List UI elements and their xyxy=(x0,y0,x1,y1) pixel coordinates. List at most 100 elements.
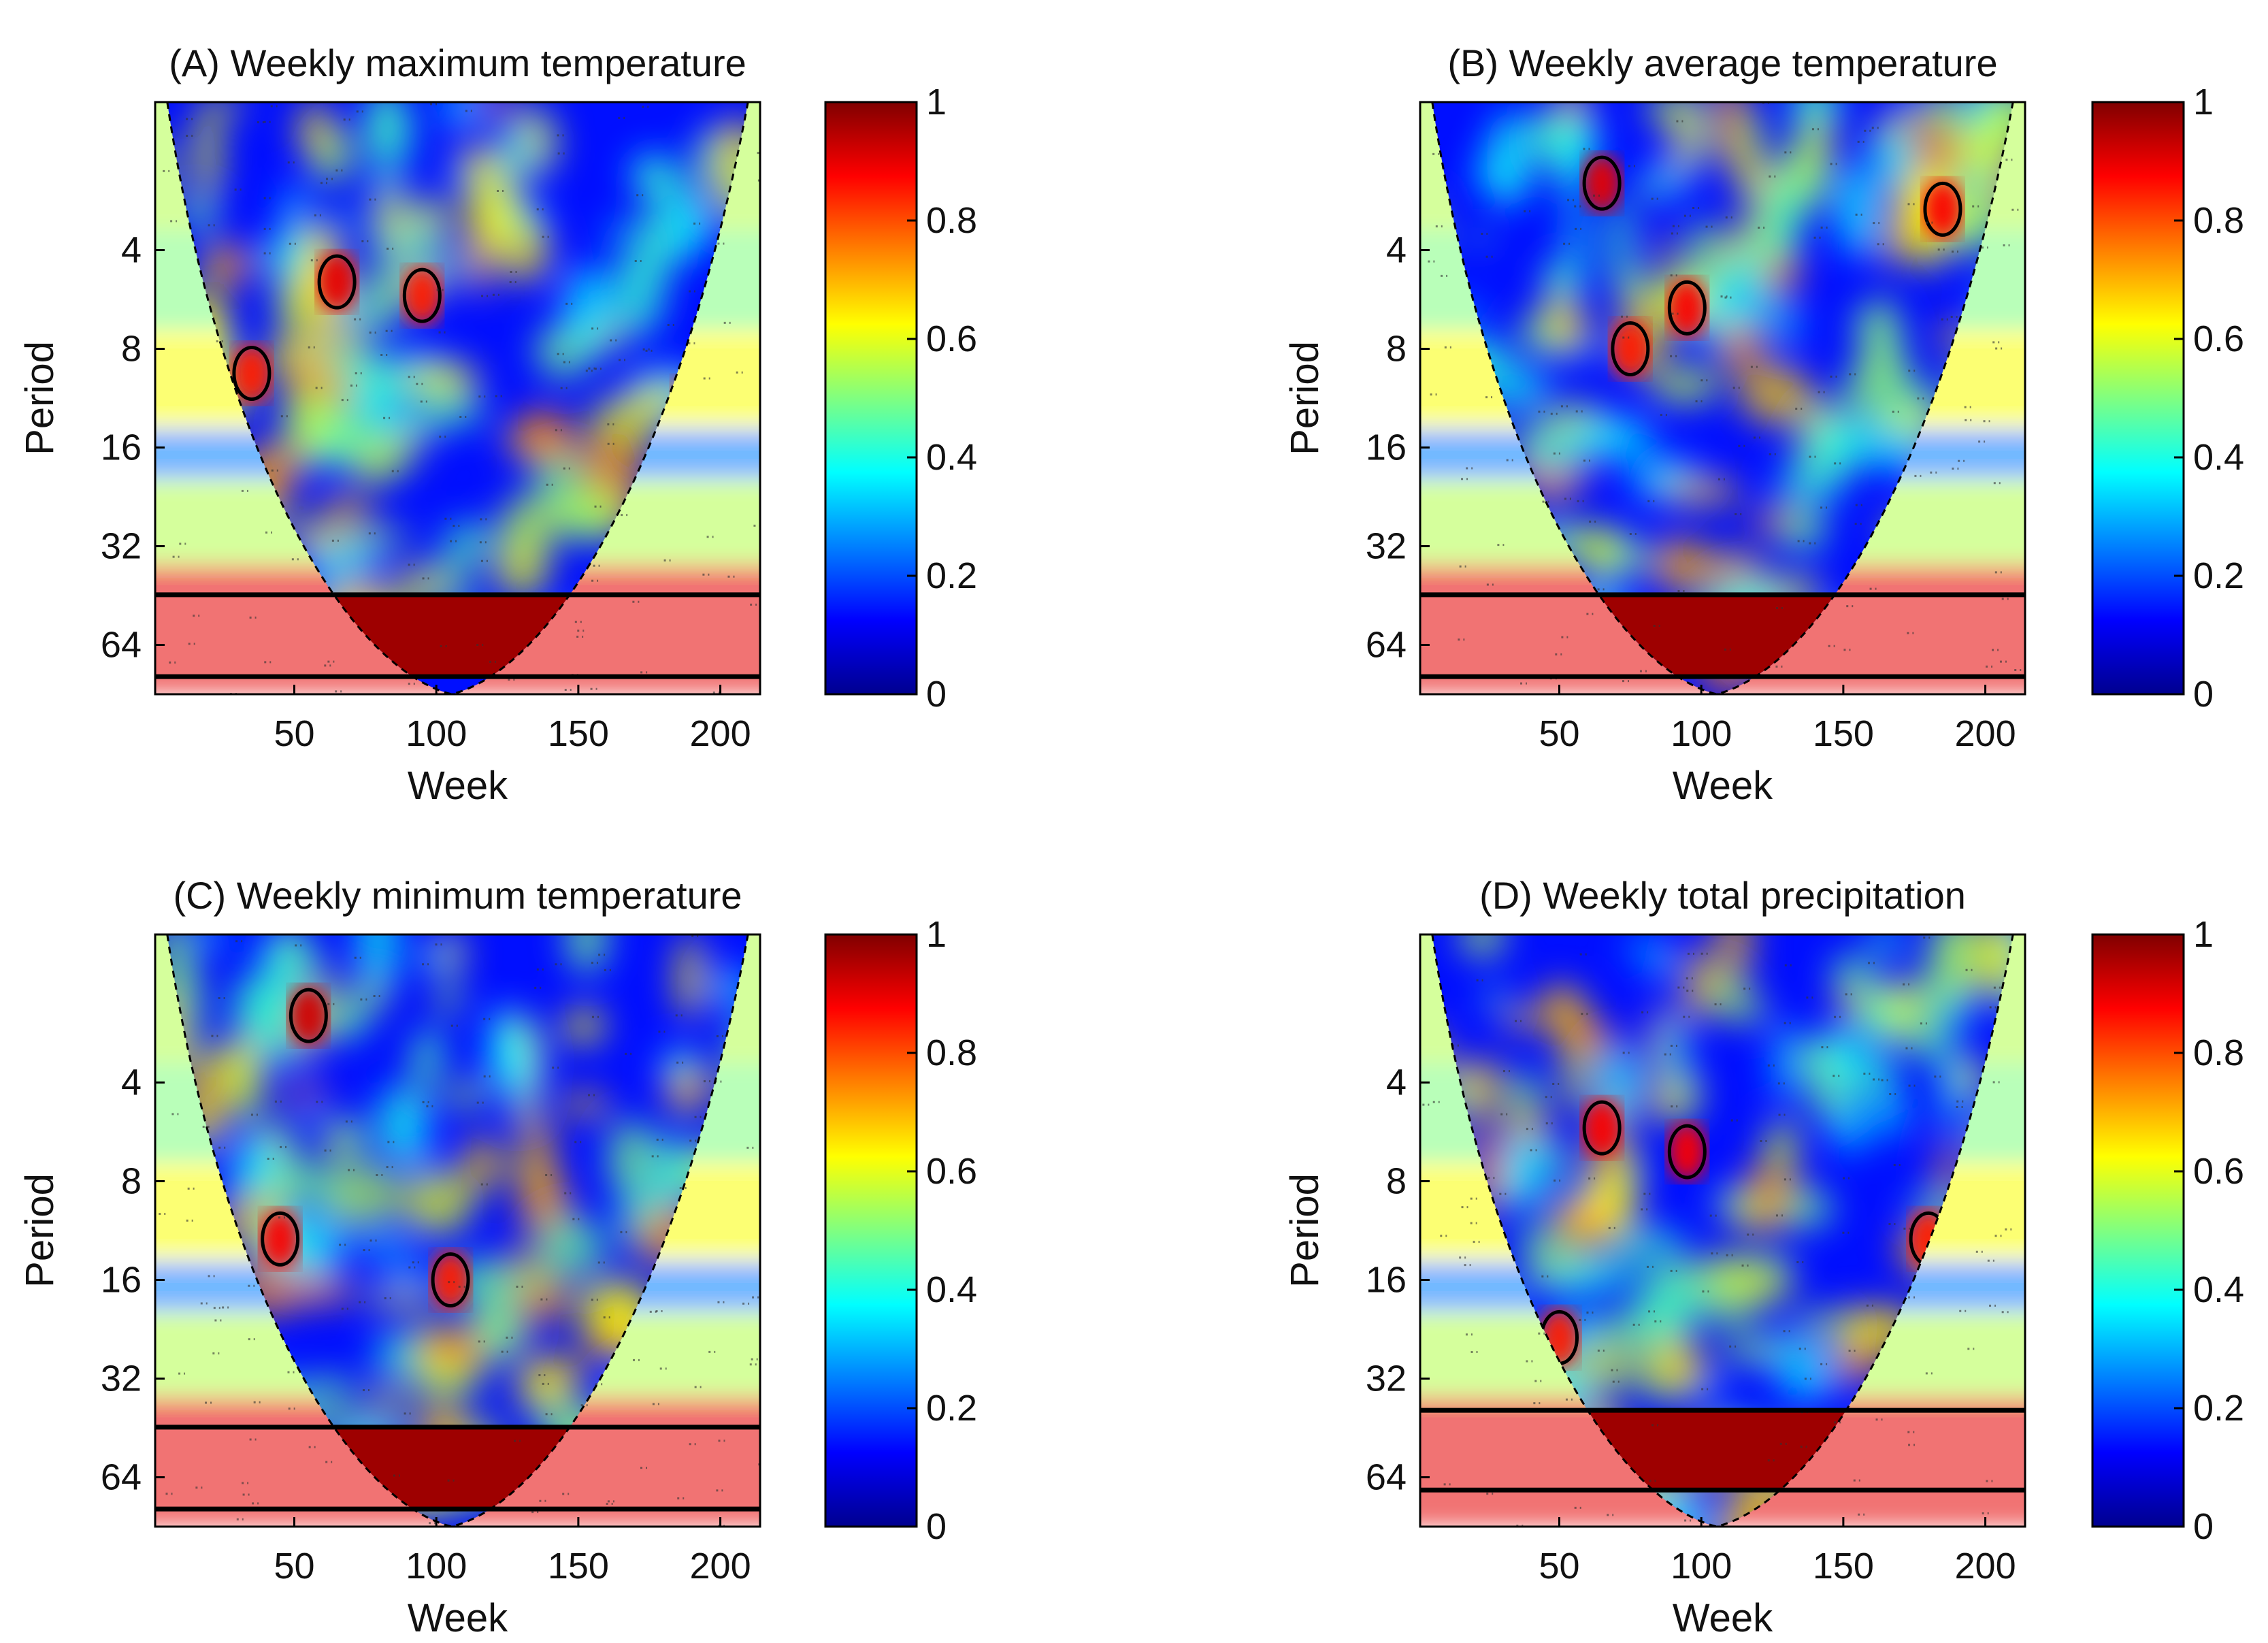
coherence-blob xyxy=(194,107,221,202)
coherence-blob xyxy=(447,1081,487,1109)
coherence-blob xyxy=(1545,1141,1569,1180)
panel-title: (D) Weekly total precipitation xyxy=(1479,874,1966,917)
panel-b: (B) Weekly average temperature 50 100 150 20… xyxy=(1283,42,2244,808)
coherence-blob xyxy=(574,431,646,490)
coherence-blob xyxy=(375,183,405,250)
coherence-blob xyxy=(676,935,705,1020)
coherence-blob xyxy=(526,1121,556,1204)
significance-contour xyxy=(289,988,328,1043)
significance-contour xyxy=(232,345,272,401)
coherence-blob xyxy=(1866,131,1899,157)
coherence-blob xyxy=(1683,943,1713,1024)
y-tick-label: 32 xyxy=(1366,526,1407,567)
coherence-blob xyxy=(1634,1271,1705,1337)
coherence-blob xyxy=(1764,1120,1799,1174)
coherence-blob xyxy=(1980,102,2004,186)
y-tick-label: 16 xyxy=(101,427,142,468)
plot-frame xyxy=(154,933,761,1528)
coherence-blob xyxy=(514,1371,570,1410)
significance-contour xyxy=(1923,181,1962,237)
colorbar-tick-label: 0.2 xyxy=(926,555,977,596)
coherence-blob xyxy=(199,257,223,277)
phase-markers xyxy=(1422,937,2012,1527)
coherence-blob xyxy=(1654,1009,1689,1093)
coherence-blob xyxy=(1852,993,1904,1032)
colorbar-tick-label: 1 xyxy=(2193,82,2214,123)
x-tick-label: 50 xyxy=(1539,713,1579,754)
coherence-blob xyxy=(300,1111,325,1128)
colorbar-tick-label: 0.2 xyxy=(2193,555,2244,596)
coherence-blob xyxy=(321,1161,401,1229)
coherence-blob xyxy=(561,1092,610,1117)
colorbar-gradient xyxy=(824,101,918,696)
colorbar-gradient xyxy=(2091,101,2185,696)
coherence-blob xyxy=(1873,1088,1908,1139)
coherence-blob xyxy=(1486,112,1534,208)
coherence-blob xyxy=(1564,1022,1618,1056)
coherence-blob xyxy=(1775,306,1800,344)
colorbar-tick-label: 1 xyxy=(926,82,947,123)
coherence-blob xyxy=(510,408,576,463)
panel-d: (D) Weekly total precipitation 50 100 150 20… xyxy=(1283,874,2244,1640)
coherence-blob xyxy=(225,1036,265,1112)
coherence-blob xyxy=(487,1029,534,1094)
coherence-blob xyxy=(1831,1097,1869,1154)
coherence-blob xyxy=(680,197,715,253)
colorbar-tick-label: 1 xyxy=(2193,914,2214,955)
colorbar-tick-label: 0.2 xyxy=(2193,1388,2244,1429)
coherence-blob xyxy=(1462,1058,1502,1118)
significance-contour xyxy=(402,267,442,323)
x-tick-label: 200 xyxy=(690,713,751,754)
coherence-blob xyxy=(1539,107,1560,173)
y-axis-label: Period xyxy=(1283,341,1327,455)
y-tick-label: 32 xyxy=(101,526,142,567)
significance-contour xyxy=(1611,321,1650,376)
coherence-blob xyxy=(1649,536,1709,593)
cone-of-influence xyxy=(166,934,749,1527)
coherence-blob xyxy=(298,102,331,159)
coherence-blob xyxy=(1582,1315,1638,1337)
colorbar-tick-label: 0.6 xyxy=(2193,1151,2244,1192)
coherence-blob xyxy=(1835,161,1879,257)
phase-markers xyxy=(1428,102,2022,685)
coherence-blob xyxy=(365,102,413,173)
coherence-blob xyxy=(1566,194,1585,292)
coherence-blob xyxy=(659,1052,699,1080)
coherence-blob xyxy=(321,999,371,1040)
colorbar: 0 0.2 0.4 0.6 0.8 1 xyxy=(2091,82,2244,715)
coherence-blob xyxy=(361,1290,442,1309)
coherence-blob xyxy=(1780,1188,1834,1229)
coherence-blob xyxy=(198,934,223,951)
coherence-blob xyxy=(1779,510,1828,551)
colorbar-tick-label: 0.4 xyxy=(926,1269,977,1310)
significant-region xyxy=(259,1209,301,1269)
coherence-blob xyxy=(282,185,306,236)
coherence-blob xyxy=(1718,934,1752,983)
coherence-blob xyxy=(1485,986,1505,1012)
phase-markers xyxy=(159,934,760,1527)
coherence-blob xyxy=(439,102,482,129)
coherence-blob xyxy=(611,248,665,338)
panel-title: (B) Weekly average temperature xyxy=(1447,42,1997,84)
significant-region xyxy=(1922,179,1963,240)
colorbar-tick-label: 0.4 xyxy=(926,437,977,478)
coherence-blob xyxy=(1502,1134,1545,1198)
phase-markers xyxy=(163,103,760,694)
cone-of-influence xyxy=(1431,934,2014,1527)
coherence-blob xyxy=(1663,477,1741,506)
coherence-blob xyxy=(352,1233,416,1254)
significance-contour xyxy=(1582,1100,1622,1156)
coherence-blob xyxy=(404,363,482,393)
x-axis-label: Week xyxy=(1673,1596,1773,1640)
y-tick-label: 8 xyxy=(1386,329,1407,370)
panel-title: (A) Weekly maximum temperature xyxy=(169,42,746,84)
coherence-blob xyxy=(1650,1339,1708,1397)
coherence-blob xyxy=(1718,991,1766,1024)
coherence-blob xyxy=(1713,102,1744,168)
coherence-blob xyxy=(1739,363,1813,425)
panel-a: (A) Weekly maximum temperature 50 100 150 20… xyxy=(18,42,977,808)
heatmap-area xyxy=(155,934,760,1527)
x-tick-label: 100 xyxy=(1671,713,1732,754)
plot-frame xyxy=(1419,933,2026,1528)
